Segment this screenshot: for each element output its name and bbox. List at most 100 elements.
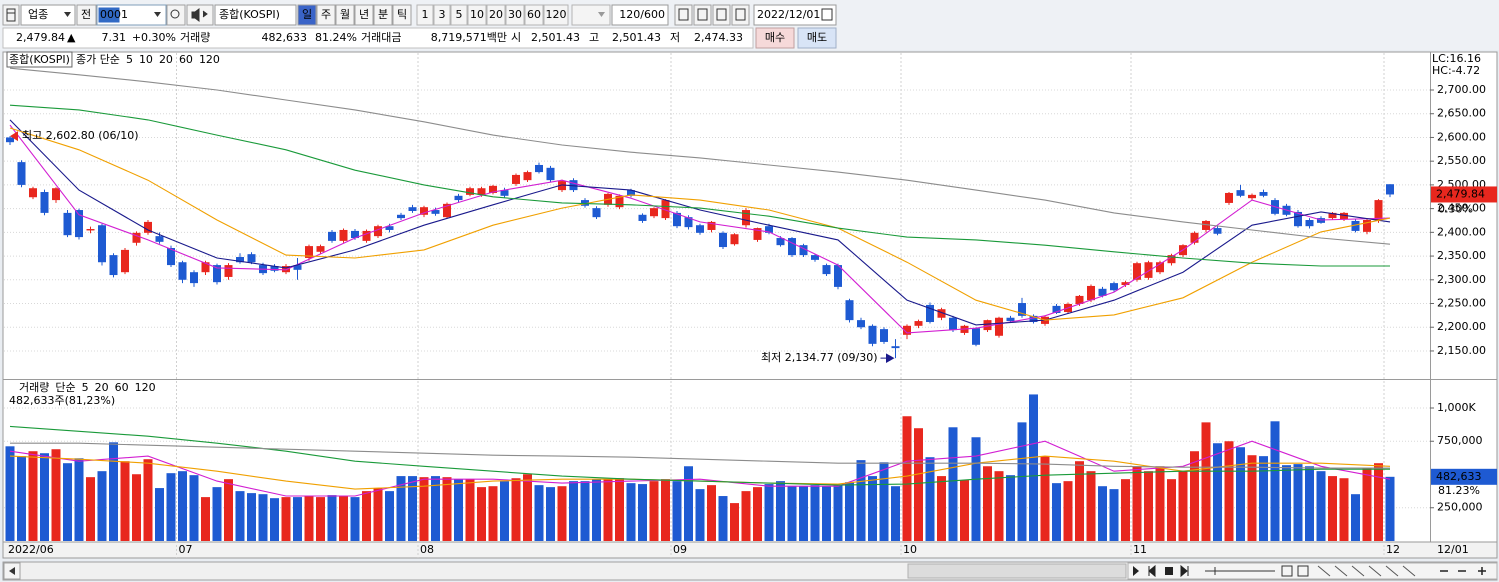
candle-body xyxy=(75,210,83,238)
tool-button[interactable] xyxy=(731,4,750,26)
candle-body xyxy=(293,265,302,270)
ctrl-next[interactable] xyxy=(1133,566,1139,576)
volume-bar xyxy=(1374,463,1383,541)
search-button[interactable] xyxy=(166,4,186,26)
interval-button[interactable] xyxy=(433,4,451,26)
legend-entry: 120 xyxy=(135,381,156,394)
interval-button[interactable] xyxy=(450,4,468,26)
volume-bar xyxy=(97,471,107,541)
ctrl-zoom[interactable] xyxy=(1440,567,1486,575)
period-button[interactable] xyxy=(316,4,336,26)
unit-select[interactable] xyxy=(571,4,611,26)
y-tick-label: 2,450.00 xyxy=(1437,202,1486,215)
period-button[interactable] xyxy=(392,4,412,26)
candle-body xyxy=(1386,184,1394,195)
period-label: 월 xyxy=(340,8,350,21)
ctrl-first[interactable] xyxy=(1148,564,1156,578)
market-select[interactable] xyxy=(20,4,76,26)
volume-bar xyxy=(753,487,762,541)
interval-button[interactable] xyxy=(505,4,525,26)
high: 2,501.43 xyxy=(612,31,661,44)
ctrl-tools[interactable] xyxy=(1317,565,1416,577)
volume-bar xyxy=(1063,481,1073,541)
volume-bar xyxy=(327,495,337,541)
volume-bar xyxy=(189,475,199,541)
low: 2,474.33 xyxy=(694,31,743,44)
buy-button[interactable] xyxy=(755,27,795,49)
period-button[interactable] xyxy=(335,4,355,26)
scroll-controls[interactable] xyxy=(1127,562,1498,580)
interval-button[interactable] xyxy=(416,4,434,26)
candle-body xyxy=(673,212,681,227)
period-button[interactable] xyxy=(354,4,374,26)
high-label: 고 xyxy=(589,31,599,44)
ctrl-last[interactable] xyxy=(1180,564,1189,578)
tool-button[interactable] xyxy=(693,4,712,26)
prefix-label: 전 xyxy=(81,8,91,21)
count-field xyxy=(611,4,669,26)
date-field[interactable] xyxy=(753,4,837,26)
volume-bar xyxy=(868,476,877,541)
candle-body xyxy=(972,328,980,345)
candle-body xyxy=(742,210,750,226)
volume-bar xyxy=(971,437,981,541)
interval-button[interactable] xyxy=(486,4,506,26)
volume-bar xyxy=(546,487,555,541)
sell-button[interactable] xyxy=(797,27,837,49)
interval-button[interactable] xyxy=(543,4,569,26)
candle-body xyxy=(868,325,877,344)
period-label: 년 xyxy=(359,8,369,21)
candle-body xyxy=(339,229,348,241)
volume-bar xyxy=(166,473,176,541)
interval-button[interactable] xyxy=(524,4,544,26)
volume-pct: 81.24% xyxy=(315,31,357,44)
legend-entry: 5 xyxy=(82,381,89,394)
y-tick-label: 2,150.00 xyxy=(1437,344,1486,357)
interval-button[interactable] xyxy=(467,4,487,26)
ctrl-box[interactable] xyxy=(1281,565,1293,577)
candle-body xyxy=(661,200,670,219)
ctrl-box[interactable] xyxy=(1297,565,1309,577)
volume-bar xyxy=(638,484,647,541)
volume-bar xyxy=(833,485,843,541)
volume-bar xyxy=(741,491,751,541)
open: 2,501.43 xyxy=(531,31,580,44)
ctrl-stop[interactable] xyxy=(1165,567,1173,575)
y-tick-label: 2,250.00 xyxy=(1437,297,1486,310)
volume-bar xyxy=(557,486,567,541)
volume-bar xyxy=(707,485,716,541)
candle-body xyxy=(132,232,141,243)
y-tick-label: 2,350.00 xyxy=(1437,249,1486,262)
last-price: 2,479.84 xyxy=(16,31,65,44)
volume-bar xyxy=(718,496,728,541)
sound-button[interactable] xyxy=(186,4,214,26)
moving-average xyxy=(9,67,1391,245)
last-change-label: 0.30% xyxy=(1438,202,1473,215)
legend-entry: 20 xyxy=(159,53,173,66)
period-button[interactable] xyxy=(297,4,317,26)
tool-button[interactable] xyxy=(712,4,731,26)
cursor-date: 12/01 xyxy=(1437,543,1469,556)
buy-label: 매수 xyxy=(765,31,785,44)
volume-bar xyxy=(1017,422,1027,541)
scroll-thumb[interactable] xyxy=(907,563,1127,579)
change: 7.31 xyxy=(102,31,127,44)
ctrl-slider[interactable] xyxy=(1205,567,1275,575)
high-annotation: 최고 2,602.80 (06/10) xyxy=(22,129,139,142)
tool-button[interactable] xyxy=(674,4,693,26)
legend-entry: 10 xyxy=(139,53,153,66)
moving-average xyxy=(9,104,1390,267)
dropdown-arrow xyxy=(598,12,605,17)
period-button[interactable] xyxy=(373,4,393,26)
tool-glyph xyxy=(678,8,689,21)
volume-bar xyxy=(17,456,26,541)
candle-body xyxy=(1363,220,1371,232)
volume-bar xyxy=(891,486,900,541)
interval-label: 20 xyxy=(489,8,503,21)
candle-body xyxy=(845,300,854,321)
menu-icon[interactable] xyxy=(2,4,20,26)
volume-bar xyxy=(281,497,291,541)
prefix-button[interactable] xyxy=(76,4,97,26)
candle-body xyxy=(696,225,704,233)
interval-label: 30 xyxy=(508,8,522,21)
